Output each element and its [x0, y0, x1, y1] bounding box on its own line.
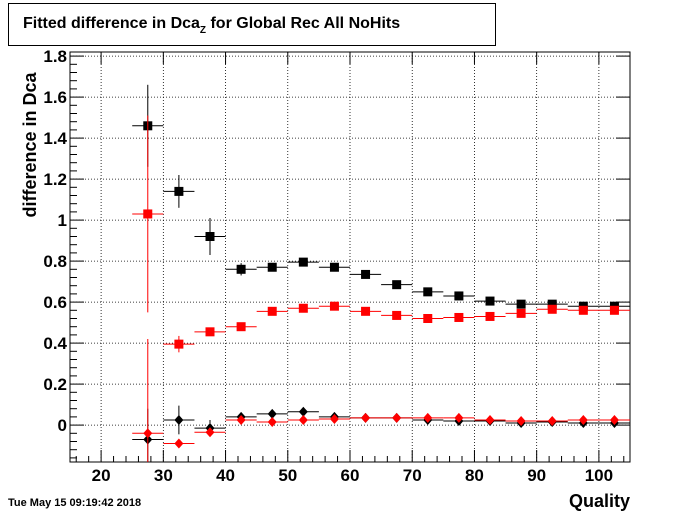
- chart-title: Fitted difference in DcaZ for Global Rec…: [23, 15, 400, 36]
- series-4: [132, 339, 630, 462]
- data-point-square: [485, 296, 495, 306]
- data-point-square: [298, 257, 308, 267]
- data-point-diamond: [298, 414, 308, 425]
- title-suffix: for Global Rec All NoHits: [206, 15, 401, 32]
- data-point-diamond: [329, 413, 339, 424]
- data-point-diamond: [143, 428, 153, 439]
- y-tick-label: 1.4: [43, 129, 67, 148]
- axes: 20 30 40 50 60 70 80 90 100 0 0.2 0.4 0.6 0.8 1 1.2 1.4 1…: [43, 47, 630, 485]
- data-point-diamond: [454, 412, 464, 423]
- y-tick-label: 0.2: [43, 375, 67, 394]
- timestamp: Tue May 15 09:19:42 2018: [8, 497, 142, 509]
- x-tick-label: 90: [527, 466, 546, 485]
- y-tick-label: 1: [58, 211, 67, 230]
- data-point-diamond: [298, 406, 308, 417]
- y-tick-label: 1.6: [43, 88, 67, 107]
- data-point-diamond: [236, 414, 246, 425]
- data-point-square: [516, 299, 526, 309]
- grid-lines: [70, 52, 630, 462]
- data-point-diamond: [423, 412, 433, 423]
- data-point-diamond: [485, 414, 495, 425]
- data-point-square: [423, 287, 433, 297]
- x-tick-label: 70: [403, 466, 422, 485]
- y-tick-label: 0.8: [43, 252, 67, 271]
- data-point-square: [361, 306, 371, 316]
- data-point-diamond: [267, 408, 277, 419]
- y-tick-label: 1.2: [43, 170, 67, 189]
- title-subscript: Z: [199, 25, 207, 36]
- data-point-diamond: [361, 412, 371, 423]
- title-box: Fitted difference in DcaZ for Global Rec…: [8, 3, 496, 46]
- y-tick-label: 0.6: [43, 293, 67, 312]
- x-tick-label: 100: [585, 466, 613, 485]
- data-point-diamond: [547, 416, 557, 426]
- x-axis-label: Quality: [568, 491, 630, 511]
- title-prefix: Fitted difference in Dca: [23, 15, 200, 32]
- x-tick-label: 50: [278, 466, 297, 485]
- data-point-diamond: [609, 414, 619, 425]
- data-series: [132, 84, 630, 462]
- x-tick-label: 40: [216, 466, 235, 485]
- series-2: [132, 115, 630, 353]
- data-point-square: [329, 301, 339, 311]
- y-axis-label: difference in Dca: [20, 72, 40, 218]
- data-point-square: [392, 280, 402, 290]
- y-tick-label: 0.4: [43, 334, 67, 353]
- data-point-square: [547, 304, 557, 314]
- data-point-diamond: [578, 414, 588, 425]
- data-point-square: [547, 299, 557, 309]
- data-point-square: [423, 314, 433, 323]
- data-point-square: [454, 312, 464, 322]
- data-point-diamond: [267, 417, 277, 428]
- x-tick-label: 80: [465, 466, 484, 485]
- data-point-square: [516, 308, 526, 318]
- data-point-diamond: [205, 427, 215, 438]
- data-point-diamond: [392, 412, 402, 423]
- y-tick-label: 0: [58, 416, 67, 435]
- data-point-square: [236, 264, 246, 274]
- data-point-diamond: [174, 414, 184, 425]
- x-tick-label: 60: [341, 466, 360, 485]
- data-point-square: [609, 305, 619, 315]
- data-point-square: [143, 209, 153, 219]
- data-point-square: [578, 305, 588, 315]
- data-point-square: [392, 310, 402, 320]
- x-tick-label: 30: [154, 466, 173, 485]
- data-point-square: [174, 186, 184, 196]
- data-point-square: [267, 262, 277, 272]
- data-point-square: [174, 339, 184, 349]
- data-point-square: [205, 232, 215, 241]
- data-point-square: [361, 269, 371, 279]
- series-1: [132, 84, 630, 311]
- data-point-diamond: [516, 416, 526, 426]
- x-tick-label: 20: [92, 466, 111, 485]
- data-point-square: [329, 262, 339, 272]
- data-point-square: [205, 327, 215, 337]
- data-point-square: [298, 303, 308, 313]
- data-point-square: [236, 322, 246, 332]
- data-point-diamond: [174, 438, 184, 449]
- data-point-square: [454, 291, 464, 301]
- data-point-square: [267, 306, 277, 316]
- y-tick-label: 1.8: [43, 47, 67, 66]
- data-point-square: [485, 311, 495, 321]
